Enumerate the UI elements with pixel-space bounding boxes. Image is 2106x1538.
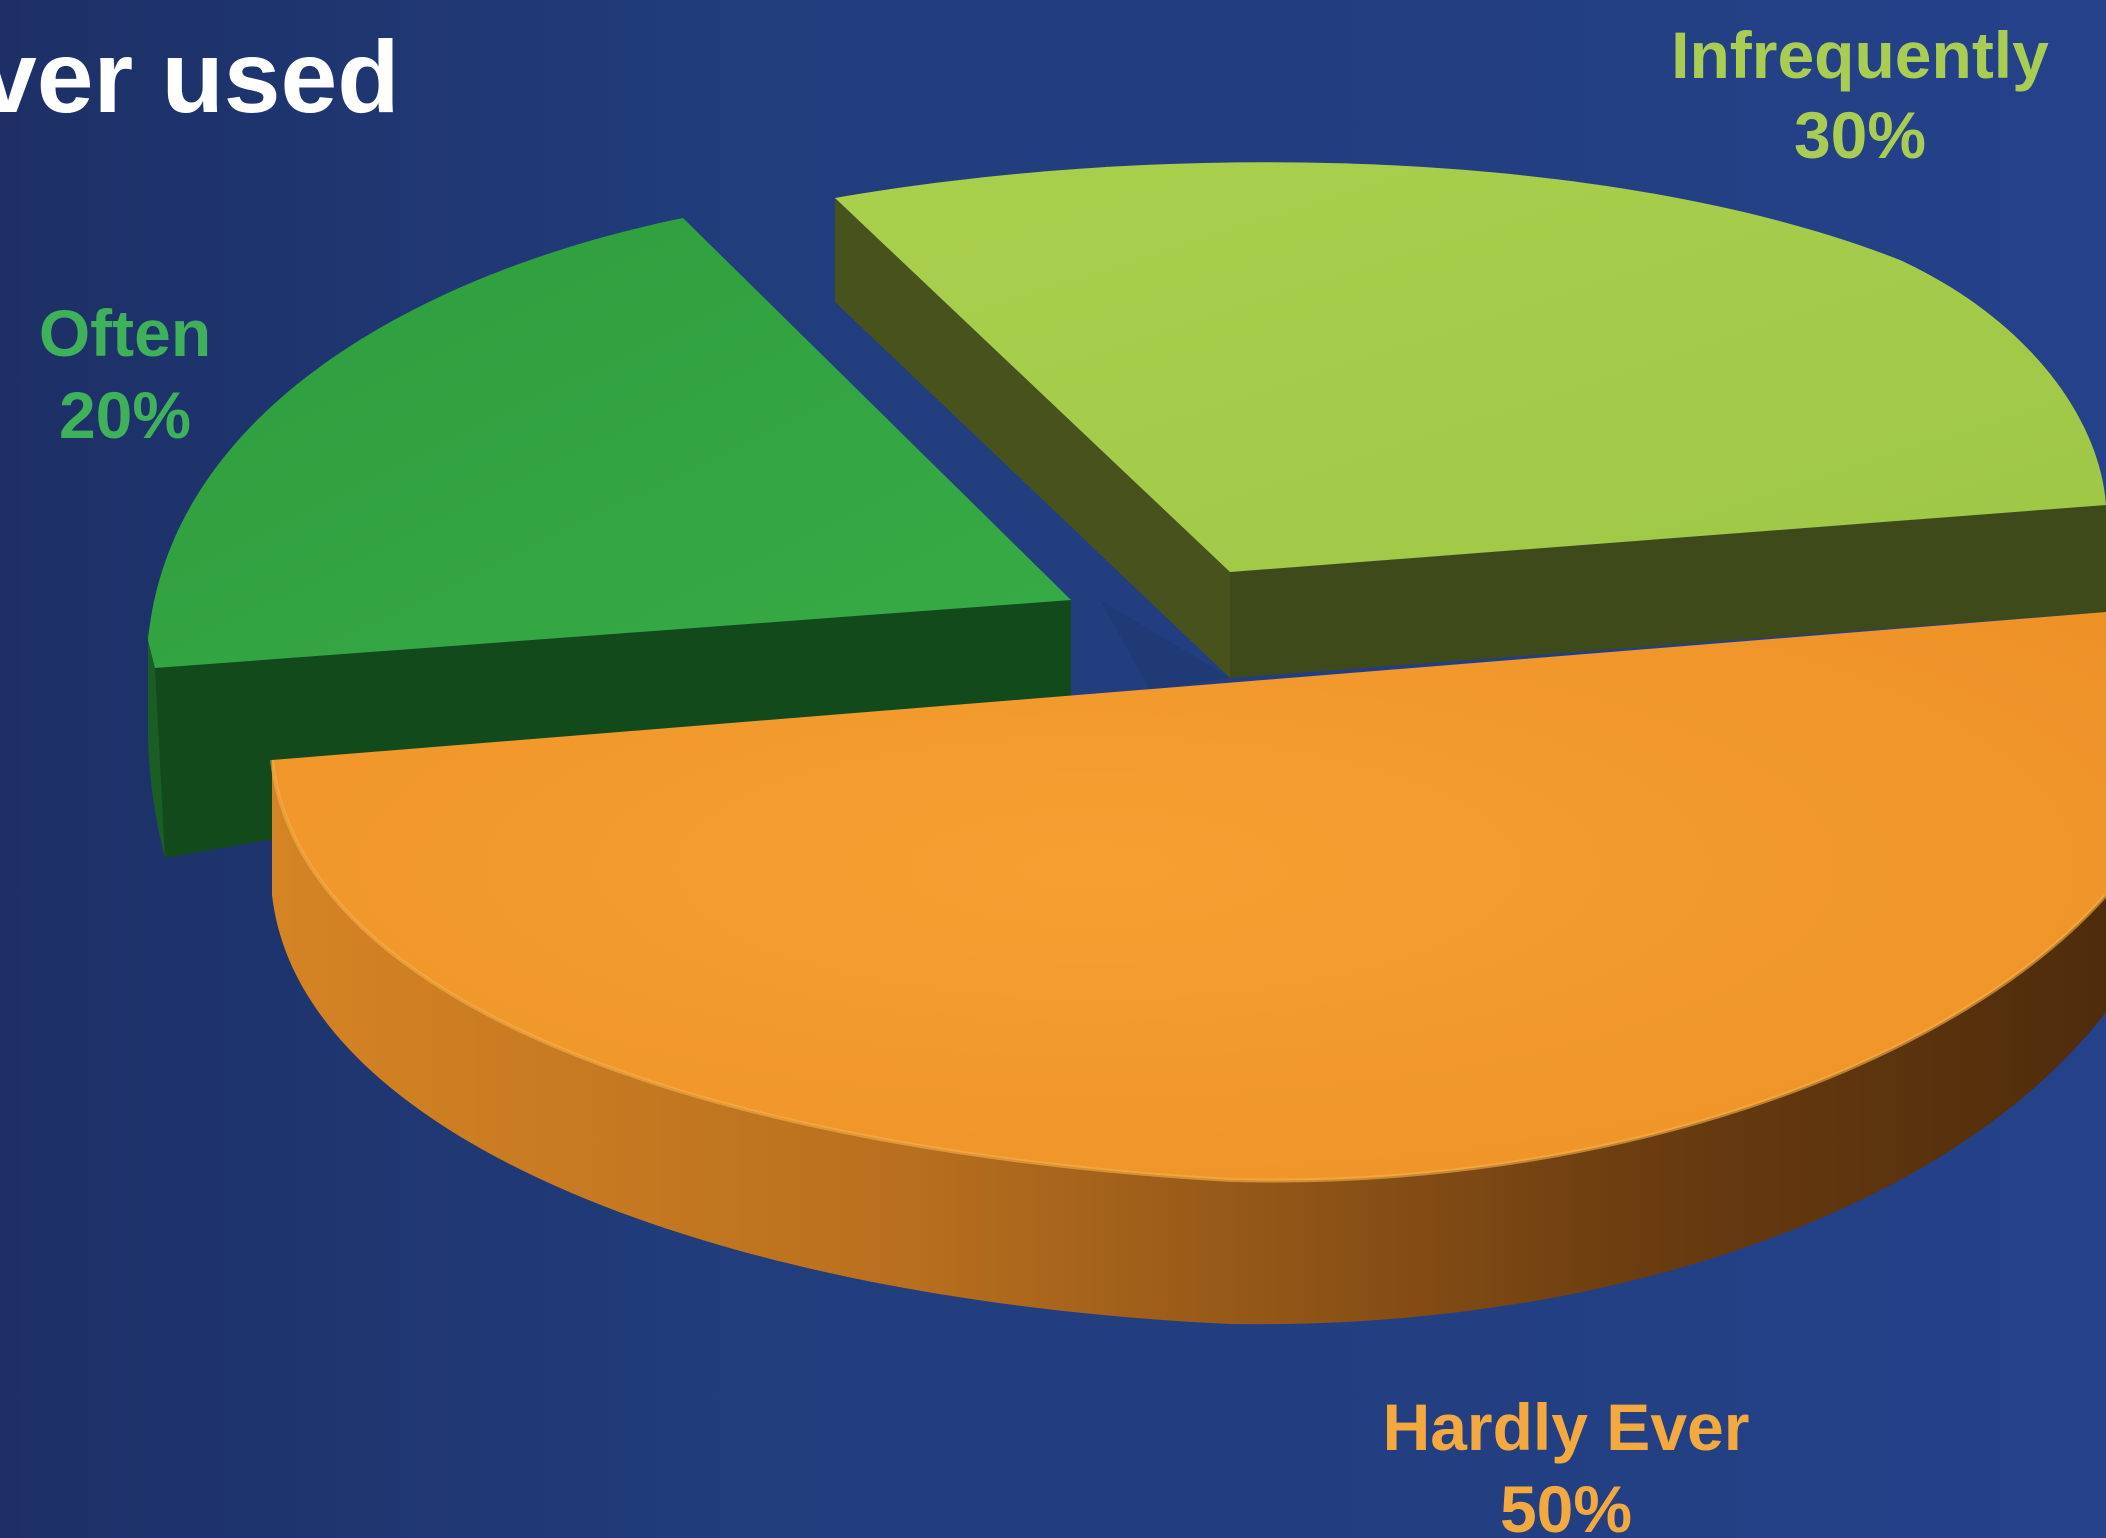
pie-slice-infrequently-top xyxy=(835,162,2106,572)
label-infrequently: Infrequently 30% xyxy=(1671,18,2049,172)
label-hardly-ever: Hardly Ever 50% xyxy=(1383,1390,1750,1538)
label-often: Often 20% xyxy=(39,296,211,452)
pie-slice-infrequently-side-left xyxy=(835,198,1230,678)
pie-slice-hardly-ever-top xyxy=(272,612,2106,1181)
label-infrequently-value: 30% xyxy=(1794,98,1926,172)
pie-slice-often-outer-wall xyxy=(146,629,165,858)
pie-slice-often-top xyxy=(148,218,1071,668)
pie-slice-infrequently xyxy=(835,162,2106,690)
label-often-name: Often xyxy=(39,296,211,370)
pie-slice-hardly-ever-side xyxy=(272,760,2106,1325)
label-hardly-ever-name: Hardly Ever xyxy=(1383,1390,1750,1464)
label-often-value: 20% xyxy=(59,378,191,452)
label-hardly-ever-value: 50% xyxy=(1500,1472,1632,1538)
pie-slice-infrequently-side-front xyxy=(1230,505,2106,678)
label-infrequently-name: Infrequently xyxy=(1671,18,2049,92)
pie-slice-hardly-ever xyxy=(270,612,2106,1325)
chart-title: ver used xyxy=(0,20,400,134)
